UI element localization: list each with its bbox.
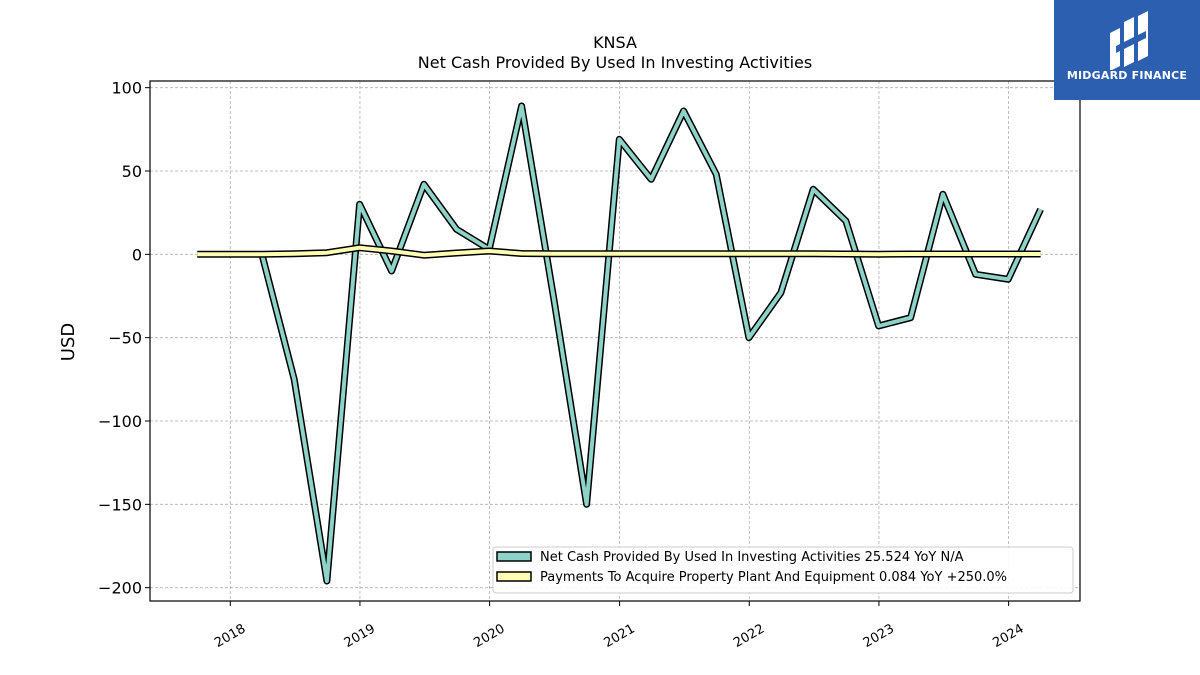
x-tick-label: 2022 xyxy=(731,621,767,651)
x-tick-label: 2021 xyxy=(601,621,637,651)
y-tick-label: 100 xyxy=(111,79,142,98)
y-tick-label: 50 xyxy=(122,162,142,181)
y-tick-label: −200 xyxy=(98,579,142,598)
series-line-2 xyxy=(197,245,1041,258)
series-line-1 xyxy=(259,104,1043,583)
logo-mark-icon xyxy=(1110,11,1148,70)
y-tick-label: −150 xyxy=(98,495,142,514)
legend-label-1: Net Cash Provided By Used In Investing A… xyxy=(540,550,964,565)
legend-swatch-1 xyxy=(496,551,532,562)
x-tick-label: 2020 xyxy=(471,621,507,651)
legend-label-2: Payments To Acquire Property Plant And E… xyxy=(540,570,1007,585)
y-tick-label: 0 xyxy=(132,245,142,264)
y-tick-label: −50 xyxy=(108,329,142,348)
x-tick-label: 2018 xyxy=(212,621,248,651)
legend: Net Cash Provided By Used In Investing A… xyxy=(492,546,1074,594)
logo-text: MIDGARD FINANCE xyxy=(1066,69,1188,82)
plot-frame xyxy=(149,80,1081,602)
x-tick-label: 2023 xyxy=(861,621,897,651)
legend-box xyxy=(492,546,1074,594)
legend-swatch-2 xyxy=(496,571,532,582)
chart-subtitle: Net Cash Provided By Used In Investing A… xyxy=(418,53,812,72)
y-tick-label: −100 xyxy=(98,412,142,431)
x-tick-label: 2024 xyxy=(990,621,1026,651)
brand-logo: MIDGARD FINANCE xyxy=(1054,0,1200,100)
chart-title: KNSA xyxy=(593,33,637,52)
y-axis-label: USD xyxy=(58,323,79,361)
x-tick-label: 2019 xyxy=(342,621,378,651)
plot-area: 100 50 0 −50 −100 −150 −200 2018 2019 2020 2021 202… xyxy=(98,79,1081,651)
